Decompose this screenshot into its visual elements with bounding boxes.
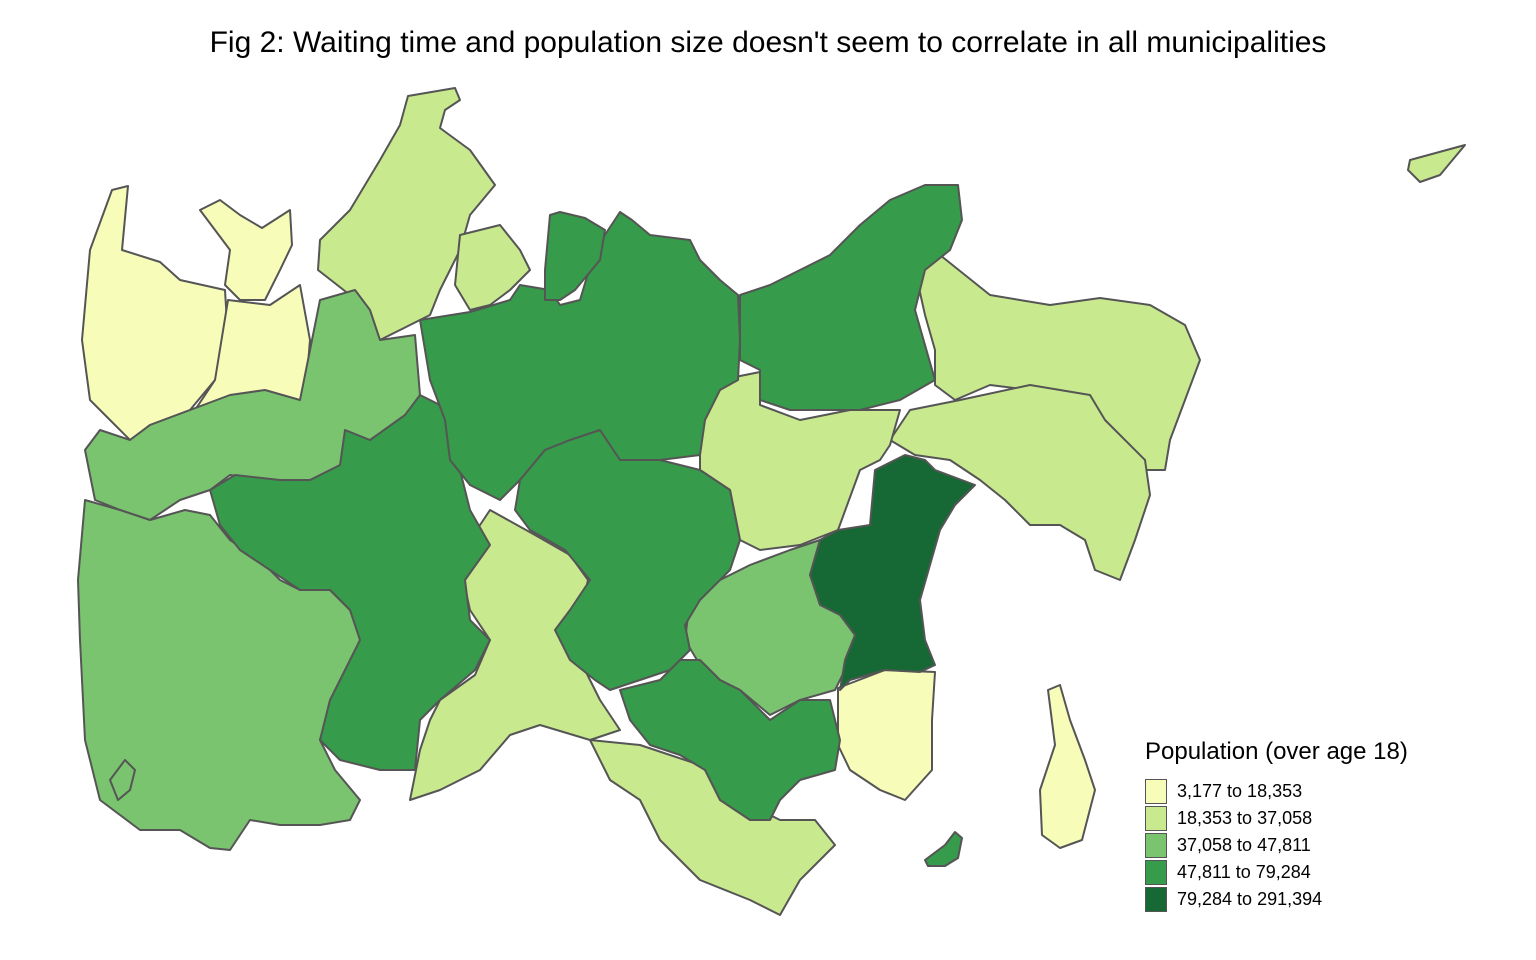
legend-label: 3,177 to 18,353 <box>1177 781 1303 801</box>
municipality-region <box>924 831 963 867</box>
legend-label: 79,284 to 291,394 <box>1177 889 1323 909</box>
municipality-region <box>619 659 841 821</box>
figure-title: Fig 2: Waiting time and population size … <box>209 26 1327 59</box>
legend-swatch <box>1145 779 1167 804</box>
municipality-region <box>81 185 229 441</box>
municipality-region <box>809 454 976 691</box>
municipality-region <box>837 669 936 801</box>
municipality-region <box>914 254 1201 471</box>
municipality-region <box>739 184 963 411</box>
legend-item: 79,284 to 291,394 <box>1145 886 1408 913</box>
legend-item: 37,058 to 47,811 <box>1145 832 1408 859</box>
municipality-region <box>544 211 606 301</box>
municipality-region <box>514 429 741 691</box>
municipality-region <box>109 759 136 801</box>
legend-item: 18,353 to 37,058 <box>1145 805 1408 832</box>
legend-swatch <box>1145 887 1167 912</box>
municipality-region <box>317 87 496 341</box>
municipality-region <box>199 199 293 301</box>
map-legend: Population (over age 18) 3,177 to 18,353… <box>1145 738 1408 913</box>
legend-label: 18,353 to 37,058 <box>1177 808 1313 828</box>
legend-swatch <box>1145 806 1167 831</box>
legend-label: 37,058 to 47,811 <box>1177 835 1311 855</box>
legend-swatch <box>1145 833 1167 858</box>
municipality-region <box>77 499 366 851</box>
legend-item: 47,811 to 79,284 <box>1145 859 1408 886</box>
municipality-region <box>454 224 531 311</box>
legend-item: 3,177 to 18,353 <box>1145 778 1408 805</box>
municipality-region <box>889 384 1151 581</box>
municipality-region <box>1039 684 1096 849</box>
legend-label: 47,811 to 79,284 <box>1177 862 1311 882</box>
municipality-region <box>419 211 741 501</box>
municipality-region <box>84 289 421 521</box>
legend-swatch <box>1145 860 1167 885</box>
municipality-region <box>1407 144 1466 183</box>
municipality-region <box>209 394 491 771</box>
legend-title: Population (over age 18) <box>1145 738 1408 765</box>
